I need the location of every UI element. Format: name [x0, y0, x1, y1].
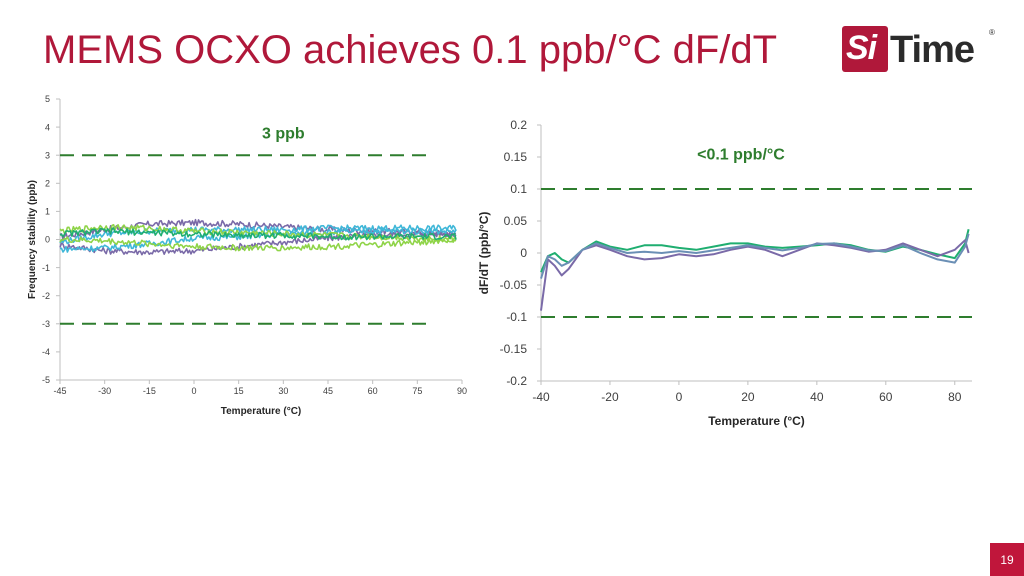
y-tick-label: -3: [42, 319, 50, 329]
series-line: [59, 227, 457, 253]
limit-annotation: 3 ppb: [262, 125, 305, 142]
logo-registered-mark: ®: [989, 28, 995, 37]
y-tick-label: -0.15: [500, 342, 528, 356]
x-tick-label: 0: [191, 386, 196, 396]
x-tick-label: -20: [601, 390, 619, 404]
x-axis-label: Temperature (°C): [221, 406, 302, 417]
logo-si-text: Si: [846, 29, 877, 67]
x-tick-label: 75: [412, 386, 422, 396]
y-tick-label: 0.1: [510, 182, 527, 196]
y-tick-label: 0.05: [504, 214, 528, 228]
y-tick-label: 0: [520, 246, 527, 260]
y-axis-label: Frequency stability (ppb): [27, 180, 38, 299]
y-tick-label: -0.2: [506, 374, 527, 388]
sitime-logo: Si Time ®: [842, 26, 995, 76]
y-tick-label: 0.2: [510, 118, 527, 132]
x-tick-label: 0: [676, 390, 683, 404]
page-number: 19: [1000, 552, 1014, 567]
x-tick-label: 45: [323, 386, 333, 396]
y-tick-label: -1: [42, 263, 50, 273]
frequency-stability-chart: 5 4 3 2 1 0 -1 -2 -3 -4 -5-45 -30 -15 0 15 30 45 60 75 90 Te…: [27, 94, 467, 417]
x-tick-label: 40: [810, 390, 824, 404]
y-tick-label: 5: [45, 94, 50, 104]
x-tick-label: -30: [98, 386, 111, 396]
y-tick-label: 0: [45, 235, 50, 245]
x-tick-label: 30: [278, 386, 288, 396]
series-line: [540, 229, 970, 273]
series-line: [59, 227, 457, 241]
x-axis-label: Temperature (°C): [708, 414, 805, 428]
x-tick-label: 15: [234, 386, 244, 396]
y-tick-label: -5: [42, 375, 50, 385]
limit-annotation: <0.1 ppb/°C: [697, 147, 785, 164]
series-line: [540, 239, 970, 311]
y-tick-label: 1: [45, 207, 50, 217]
y-tick-label: 3: [45, 150, 50, 160]
x-tick-label: -45: [53, 386, 66, 396]
x-tick-label: 90: [457, 386, 467, 396]
series-line: [540, 233, 970, 279]
logo-box: [842, 26, 888, 72]
x-tick-label: 60: [879, 390, 893, 404]
y-tick-label: 0.15: [504, 150, 528, 164]
x-tick-label: 80: [948, 390, 962, 404]
series-line: [59, 236, 457, 252]
page-number-badge: 19: [990, 543, 1024, 576]
x-tick-label: 20: [741, 390, 755, 404]
logo-time-text: Time: [890, 29, 975, 71]
y-axis-label: dF/dT (ppb/°C): [477, 212, 491, 295]
y-tick-label: -4: [42, 347, 50, 357]
y-tick-label: -2: [42, 291, 50, 301]
series-line: [59, 230, 457, 256]
x-tick-label: -40: [532, 390, 550, 404]
y-tick-label: 4: [45, 122, 50, 132]
slide-title: MEMS OCXO achieves 0.1 ppb/°C dF/dT: [43, 28, 778, 72]
y-tick-label: -0.1: [506, 310, 527, 324]
x-tick-label: -15: [143, 386, 156, 396]
y-tick-label: -0.05: [500, 278, 528, 292]
y-tick-label: 2: [45, 178, 50, 188]
x-tick-label: 60: [368, 386, 378, 396]
dfdt-chart: 0.2 0.15 0.1 0.05 0 -0.05 -0.1 -0.15 -0.2 -40 -20 0…: [477, 118, 972, 428]
